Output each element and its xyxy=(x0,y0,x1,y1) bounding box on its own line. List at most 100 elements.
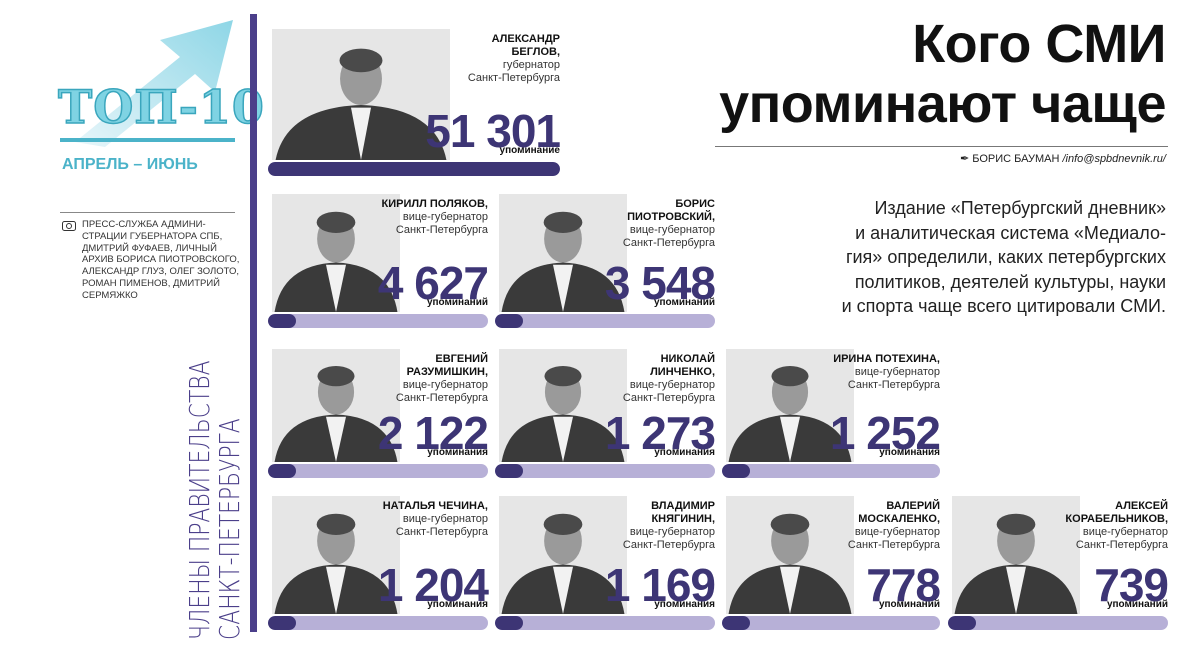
bar xyxy=(268,464,488,478)
bar xyxy=(495,616,715,630)
caption: БОРИС ПИОТРОВСКИЙ, вице-губернатор Санкт-П… xyxy=(605,198,715,250)
side-label: ЧЛЕНЫ ПРАВИТЕЛЬСТВА САНКТ-ПЕТЕРБУРГА xyxy=(183,360,246,640)
credits-line: АЛЕКСАНДР ГЛУЗ, ОЛЕГ ЗОЛОТО, xyxy=(82,266,240,278)
credits-line: ДМИТРИЙ ФУФАЕВ, ЛИЧНЫЙ xyxy=(82,242,217,254)
portrait xyxy=(728,513,852,614)
portrait-shape xyxy=(780,566,800,614)
bar xyxy=(722,464,940,478)
headline-rule xyxy=(715,146,1168,147)
mentions-unit: упоминаний xyxy=(653,297,715,308)
person-card: КИРИЛЛ ПОЛЯКОВ, вице-губернатор Санкт-Пете… xyxy=(268,190,489,330)
credits-line: СЕРМЯЖКО xyxy=(82,289,138,301)
photo xyxy=(499,194,627,312)
photo xyxy=(952,496,1080,614)
person-card: БОРИС ПИОТРОВСКИЙ, вице-губернатор Санкт-П… xyxy=(495,190,716,330)
mentions: 1 273 xyxy=(604,407,716,459)
portrait xyxy=(954,513,1078,614)
portrait-shape xyxy=(317,365,355,387)
portrait-shape xyxy=(543,211,583,233)
bar xyxy=(268,616,488,630)
portrait-shape xyxy=(553,416,573,462)
caption: АЛЕКСАНДР БЕГЛОВ, губернатор Санкт-Петербу… xyxy=(450,33,560,85)
period: АПРЕЛЬ – ИЮНЬ xyxy=(62,156,198,173)
photo xyxy=(272,29,450,160)
camera-icon xyxy=(62,221,76,231)
portrait-shape xyxy=(544,365,582,387)
headline-line: упоминают чаще xyxy=(719,74,1166,134)
person-card: ВАЛЕРИЙ МОСКАЛЕНКО, вице-губернатор Санкт-… xyxy=(722,492,941,632)
mentions: 1 169 xyxy=(604,559,716,611)
mentions: 4 627 xyxy=(377,257,489,309)
bar xyxy=(495,314,715,328)
mentions-unit: упоминания xyxy=(427,447,488,458)
credits-line: ПРЕСС-СЛУЖБА АДМИНИ- xyxy=(82,219,206,230)
person-card: НИКОЛАЙ ЛИНЧЕНКО, вице-губернатор Санкт-Пе… xyxy=(495,345,716,480)
bar-fill xyxy=(495,464,523,478)
badge-rule xyxy=(60,138,235,142)
photo-credits: ПРЕСС-СЛУЖБА АДМИНИ- СТРАЦИИ ГУБЕРНАТОРА … xyxy=(82,219,239,302)
portrait-shape xyxy=(339,48,383,73)
portrait-shape xyxy=(316,513,356,535)
caption: АЛЕКСЕЙ КОРАБЕЛЬНИКОВ, вице-губернатор Сан… xyxy=(1058,500,1168,552)
portrait xyxy=(274,365,398,462)
bar-fill xyxy=(268,314,296,328)
person-city: Санкт-Петербурга xyxy=(395,224,488,236)
person-name: АЛЕКСЕЙ КОРАБЕЛЬНИКОВ, xyxy=(1065,500,1168,525)
bar xyxy=(268,162,560,176)
photo xyxy=(272,194,400,312)
arrow-graphic xyxy=(75,20,233,147)
person-role: вице-губернатор xyxy=(854,366,940,378)
person-card: ВЛАДИМИР КНЯГИНИН, вице-губернатор Санкт-П… xyxy=(495,492,716,632)
mentions-unit: упоминания xyxy=(879,447,940,458)
bar-fill xyxy=(268,616,296,630)
person-role: вице-губернатор xyxy=(629,379,715,391)
mentions: 51 301 xyxy=(425,105,561,157)
caption: ВАЛЕРИЙ МОСКАЛЕНКО, вице-губернатор Санкт-… xyxy=(830,500,940,552)
rule xyxy=(60,212,235,213)
mentions-unit: упоминание xyxy=(499,145,560,156)
headline: Кого СМИ упоминают чаще xyxy=(719,14,1166,134)
bar-fill xyxy=(268,464,296,478)
caption: НАТАЛЬЯ ЧЕЧИНА, вице-губернатор Санкт-Пете… xyxy=(383,500,488,539)
caption: НИКОЛАЙ ЛИНЧЕНКО, вице-губернатор Санкт-Пе… xyxy=(605,353,715,405)
person-name: ИРИНА ПОТЕХИНА, xyxy=(833,353,940,365)
photo xyxy=(272,496,400,614)
person-card: НАТАЛЬЯ ЧЕЧИНА, вице-губернатор Санкт-Пете… xyxy=(268,492,489,632)
caption: ВЛАДИМИР КНЯГИНИН, вице-губернатор Санкт-П… xyxy=(605,500,715,552)
caption: ЕВГЕНИЙ РАЗУМИШКИН, вице-губернатор Санкт-… xyxy=(378,353,488,405)
person-name: ВАЛЕРИЙ МОСКАЛЕНКО, xyxy=(858,500,940,525)
portrait xyxy=(274,211,398,312)
person-name: НАТАЛЬЯ ЧЕЧИНА, xyxy=(382,500,488,512)
person-name: КИРИЛЛ ПОЛЯКОВ, xyxy=(381,198,488,210)
credits-line: РОМАН ПИМЕНОВ, ДМИТРИЙ xyxy=(82,277,221,289)
bar xyxy=(948,616,1168,630)
photo xyxy=(726,349,854,462)
intro-line: Издание «Петербургский дневник» xyxy=(874,198,1166,218)
photo xyxy=(499,496,627,614)
intro-line: и аналитическая система «Медиало- xyxy=(855,222,1166,243)
mentions: 1 204 xyxy=(377,559,489,611)
mentions: 2 122 xyxy=(377,407,489,459)
bar-fill xyxy=(495,616,523,630)
person-card: ЕВГЕНИЙ РАЗУМИШКИН, вице-губернатор Санкт-… xyxy=(268,345,489,480)
person-role: вице-губернатор xyxy=(402,211,488,223)
portrait-shape xyxy=(326,566,346,614)
mentions: 778 xyxy=(866,559,941,611)
bar-fill xyxy=(495,314,523,328)
person-name: АЛЕКСАНДР БЕГЛОВ, xyxy=(491,33,560,58)
person-role: вице-губернатор xyxy=(629,224,715,236)
mentions-unit: упоминаний xyxy=(878,599,940,610)
bar xyxy=(268,314,488,328)
person-city: Санкт-Петербурга xyxy=(847,539,940,551)
credits-line: АРХИВ БОРИСА ПИОТРОВСКОГО, xyxy=(82,254,240,266)
intro-line: гия» определили, каких петербургских xyxy=(845,247,1166,267)
bar-fill xyxy=(722,464,750,478)
photo xyxy=(272,349,400,462)
person-city: Санкт-Петербурга xyxy=(622,392,715,404)
author: БОРИС БАУМАН xyxy=(972,153,1060,165)
person-name: НИКОЛАЙ ЛИНЧЕНКО, xyxy=(650,353,715,378)
bar xyxy=(495,464,715,478)
person-role: вице-губернатор xyxy=(1082,526,1168,538)
portrait-shape xyxy=(996,513,1036,535)
mentions: 1 252 xyxy=(829,407,941,459)
